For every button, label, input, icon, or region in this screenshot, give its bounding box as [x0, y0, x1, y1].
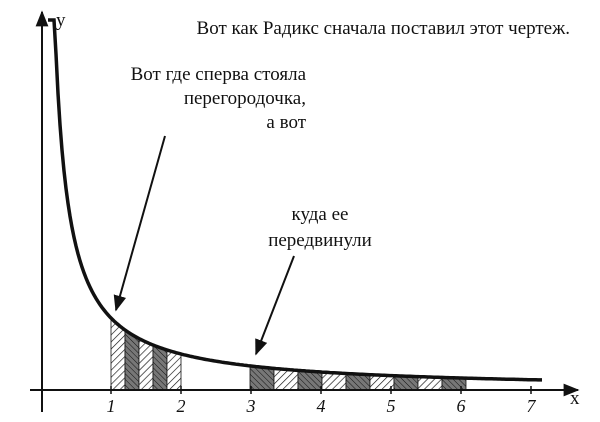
x-label: x: [570, 388, 580, 409]
strip: [249, 299, 275, 390]
x-tick-label: 7: [527, 396, 537, 416]
annotation: Вот где сперва стояла: [131, 64, 307, 85]
x-tick-label: 4: [317, 396, 326, 416]
strip: [345, 299, 371, 390]
y-label: y: [56, 10, 66, 31]
strip: [297, 299, 323, 390]
strip: [124, 299, 140, 390]
x-tick-label: 3: [246, 396, 256, 416]
strip: [166, 299, 182, 390]
annotation: передвинули: [268, 230, 372, 251]
annotation: куда ее: [292, 204, 349, 225]
x-tick-label: 2: [177, 396, 186, 416]
x-tick-label: 5: [387, 396, 396, 416]
arrow: [113, 135, 166, 312]
annotation: а вот: [266, 112, 306, 133]
title: Вот как Радикс сначала поставил этот чер…: [197, 18, 570, 39]
curve: [48, 18, 542, 382]
strip: [110, 299, 126, 390]
strip: [321, 299, 347, 390]
x-tick-label: 1: [107, 396, 116, 416]
annotation: перегородочка,: [184, 88, 306, 109]
x-tick-label: 6: [457, 396, 466, 416]
arrow: [255, 255, 295, 356]
strip: [273, 299, 299, 390]
